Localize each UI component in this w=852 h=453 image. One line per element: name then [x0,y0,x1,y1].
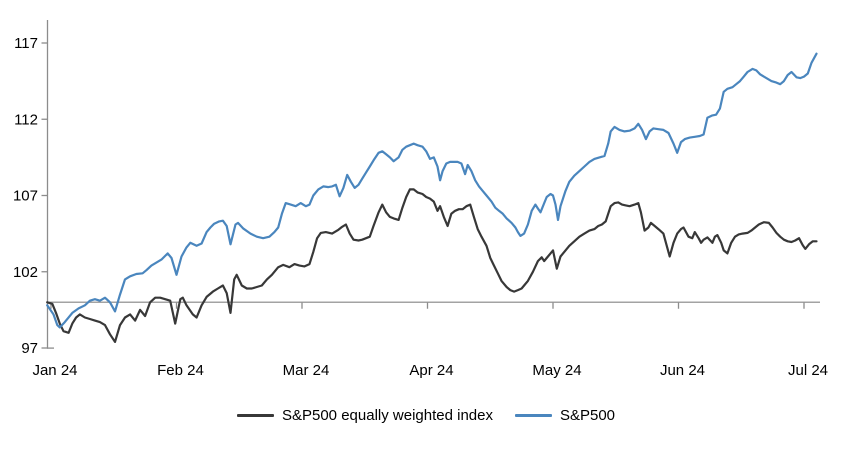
x-tick-label: Feb 24 [157,362,204,379]
legend-line-swatch-sp500 [514,414,552,417]
y-tick-label: 117 [14,35,38,52]
y-tick-label: 102 [13,264,38,281]
legend-label-equal-weight: S&P500 equally weighted index [281,407,493,424]
x-tick-label: Apr 24 [409,362,453,379]
x-tick-label: Mar 24 [283,362,330,379]
legend-item-sp500: S&P500 [514,407,616,424]
series-line-equal-weight [46,188,818,343]
legend-label-sp500: S&P500 [559,407,616,424]
y-tick-label: 97 [21,340,38,357]
x-tick-label: Jun 24 [660,362,705,379]
y-tick-label: 112 [14,111,38,128]
x-tick-label: May 24 [532,362,581,379]
legend-item-equal-weight: S&P500 equally weighted index [236,407,493,424]
y-tick-label: 107 [13,188,38,205]
x-tick-label: Jan 24 [32,362,77,379]
legend-line-swatch-equal-weight [236,414,274,417]
series-line-sp500 [46,52,818,329]
x-tick-label: Jul 24 [788,362,828,379]
chart-legend: S&P500 equally weighted index S&P500 [0,407,852,424]
